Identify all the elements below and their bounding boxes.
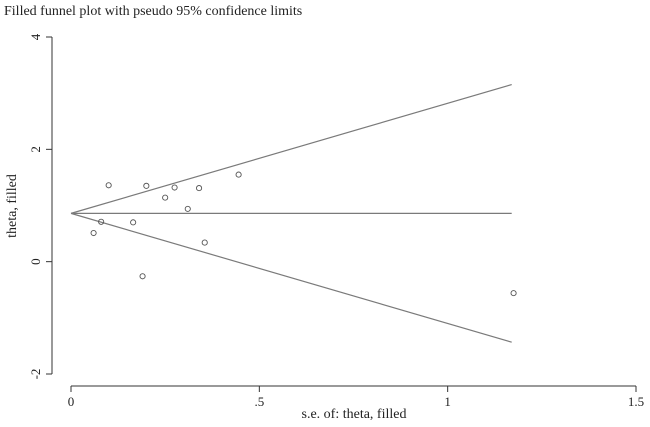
study-point (143, 182, 150, 189)
chart-title: Filled funnel plot with pseudo 95% confi… (4, 4, 302, 19)
study-point (98, 218, 105, 225)
y-tick-label: -2 (28, 369, 43, 380)
upper-limit-line (70, 83, 512, 214)
study-point (196, 185, 203, 192)
y-tick-label: 2 (28, 146, 43, 153)
y-axis-title: theta, filled (5, 174, 20, 238)
study-point (171, 184, 178, 191)
x-axis-ticks: 0 .5 1 1.5 (68, 386, 644, 409)
study-point (162, 194, 169, 201)
x-tick-label: 1.5 (628, 394, 644, 409)
x-axis-title: s.e. of: theta, filled (302, 407, 407, 422)
study-points (90, 171, 517, 297)
study-point (90, 229, 97, 237)
study-point (139, 273, 146, 280)
study-point (201, 239, 208, 246)
y-axis-ticks: -2 0 2 4 (28, 33, 52, 379)
x-tick-label: 0 (68, 394, 75, 409)
x-tick-label: .5 (254, 394, 264, 409)
study-point (130, 219, 137, 226)
study-point (510, 290, 517, 297)
x-tick-label: 1 (444, 394, 451, 409)
study-point (184, 205, 191, 212)
y-tick-label: 4 (28, 33, 43, 40)
confidence-limits (70, 83, 512, 343)
lower-limit-line (70, 212, 512, 343)
study-point (105, 182, 112, 189)
y-tick-label: 0 (28, 258, 43, 265)
study-point (235, 171, 242, 178)
